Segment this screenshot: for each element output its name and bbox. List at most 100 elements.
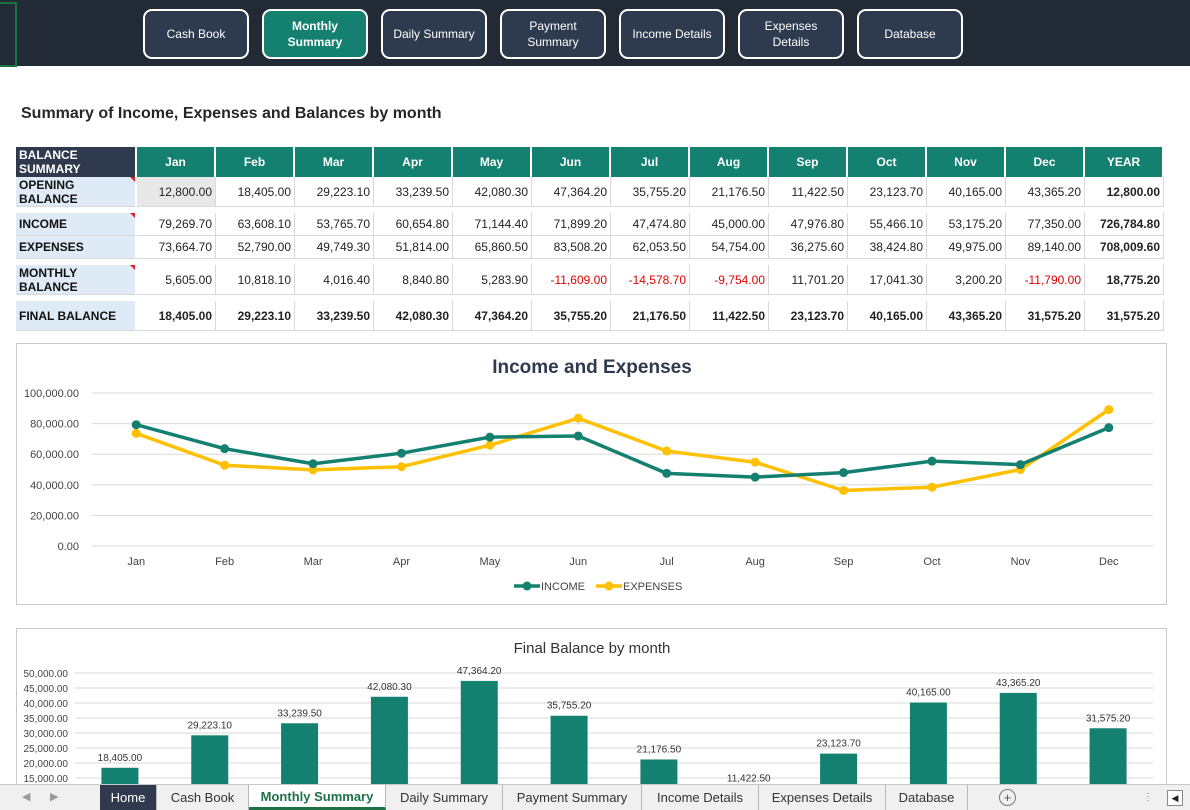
nav-expenses-details-button[interactable]: Expenses Details [738,9,844,59]
table-cell[interactable]: 31,575.20 [1006,301,1085,331]
table-cell[interactable]: 23,123.70 [769,301,848,331]
expenses-data-point [573,413,583,423]
x-tick-label: Mar [304,556,323,568]
table-cell[interactable]: 35,755.20 [532,301,611,331]
table-cell[interactable]: 29,223.10 [216,301,295,331]
table-cell[interactable]: 49,975.00 [927,236,1006,259]
table-cell[interactable]: 52,790.00 [216,236,295,259]
table-cell[interactable]: 83,508.20 [532,236,611,259]
table-cell[interactable]: 89,140.00 [1006,236,1085,259]
table-cell[interactable]: 65,860.50 [453,236,532,259]
row-expenses: EXPENSES 73,664.70 52,790.00 49,749.30 51,81… [16,236,1164,259]
nav-database-button[interactable]: Database [857,9,963,59]
table-cell[interactable]: 77,350.00 [1006,213,1085,236]
table-cell[interactable]: 71,144.40 [453,213,532,236]
row-label[interactable]: OPENING BALANCE [16,177,137,207]
table-cell[interactable]: 49,749.30 [295,236,374,259]
table-cell[interactable]: 60,654.80 [374,213,453,236]
year-total-cell[interactable]: 708,009.60 [1085,236,1164,259]
sheet-tab-payment-summary[interactable]: Payment Summary [503,785,642,810]
year-total-cell[interactable]: 18,775.20 [1085,265,1164,295]
table-cell[interactable]: 47,474.80 [611,213,690,236]
row-label[interactable]: EXPENSES [16,236,137,259]
row-label[interactable]: INCOME [16,213,137,236]
table-cell[interactable]: 29,223.10 [295,177,374,207]
table-cell[interactable]: -11,609.00 [532,265,611,295]
prev-sheet-icon[interactable]: ◀ [22,791,31,803]
table-cell[interactable]: 33,239.50 [295,301,374,331]
table-cell[interactable]: -9,754.00 [690,265,769,295]
table-cell[interactable]: 42,080.30 [374,301,453,331]
table-cell[interactable]: 79,269.70 [137,213,216,236]
table-cell[interactable]: 35,755.20 [611,177,690,207]
bar-data-label: 40,165.00 [906,688,951,699]
month-header: Jan [137,147,216,177]
table-cell[interactable]: 51,814.00 [374,236,453,259]
table-cell[interactable]: 33,239.50 [374,177,453,207]
table-cell[interactable]: 10,818.10 [216,265,295,295]
sheet-tab-income-details[interactable]: Income Details [642,785,759,810]
table-cell[interactable]: 55,466.10 [848,213,927,236]
add-sheet-icon[interactable]: + [999,789,1016,806]
table-cell[interactable]: 8,840.80 [374,265,453,295]
table-cell[interactable]: 63,608.10 [216,213,295,236]
sheet-tab-home[interactable]: Home [100,785,157,810]
table-cell[interactable]: -14,578.70 [611,265,690,295]
table-cell[interactable]: 43,365.20 [1006,177,1085,207]
final-balance-bar [370,696,408,797]
final-balance-bar [550,715,588,797]
year-total-cell[interactable]: 12,800.00 [1085,177,1164,207]
table-cell[interactable]: 18,405.00 [137,301,216,331]
table-cell[interactable]: 40,165.00 [848,301,927,331]
table-cell[interactable]: 73,664.70 [137,236,216,259]
nav-income-details-button[interactable]: Income Details [619,9,725,59]
table-cell[interactable]: 53,175.20 [927,213,1006,236]
table-cell[interactable]: 5,283.90 [453,265,532,295]
sheet-tab-cash-book[interactable]: Cash Book [157,785,249,810]
table-cell[interactable]: 36,275.60 [769,236,848,259]
table-cell[interactable]: 47,976.80 [769,213,848,236]
nav-daily-summary-button[interactable]: Daily Summary [381,9,487,59]
scroll-left-icon[interactable]: ◀ [1167,790,1183,806]
table-cell[interactable]: 42,080.30 [453,177,532,207]
table-cell[interactable]: -11,790.00 [1006,265,1085,295]
year-total-cell[interactable]: 726,784.80 [1085,213,1164,236]
table-cell[interactable]: 4,016.40 [295,265,374,295]
year-total-cell[interactable]: 31,575.20 [1085,301,1164,331]
table-cell[interactable]: 17,041.30 [848,265,927,295]
table-cell[interactable]: 23,123.70 [848,177,927,207]
sheet-tab-expenses-details[interactable]: Expenses Details [759,785,886,810]
table-cell[interactable]: 40,165.00 [927,177,1006,207]
next-sheet-icon[interactable]: ▶ [50,791,59,803]
month-header: Jul [611,147,690,177]
table-cell[interactable]: 47,364.20 [453,301,532,331]
y-tick-label: 30,000.00 [24,729,69,740]
table-cell[interactable]: 47,364.20 [532,177,611,207]
nav-monthly-summary-button[interactable]: Monthly Summary [262,9,368,59]
table-cell[interactable]: 38,424.80 [848,236,927,259]
table-cell[interactable]: 12,800.00 [137,177,216,207]
row-label[interactable]: MONTHLY BALANCE [16,265,137,295]
table-cell[interactable]: 43,365.20 [927,301,1006,331]
table-cell[interactable]: 5,605.00 [137,265,216,295]
table-cell[interactable]: 45,000.00 [690,213,769,236]
table-cell[interactable]: 11,422.50 [769,177,848,207]
table-cell[interactable]: 11,422.50 [690,301,769,331]
table-cell[interactable]: 18,405.00 [216,177,295,207]
sheet-tab-monthly-summary[interactable]: Monthly Summary [249,785,386,810]
table-cell[interactable]: 3,200.20 [927,265,1006,295]
table-cell[interactable]: 71,899.20 [532,213,611,236]
table-cell[interactable]: 53,765.70 [295,213,374,236]
row-label[interactable]: FINAL BALANCE [16,301,137,331]
table-cell[interactable]: 11,701.20 [769,265,848,295]
nav-cash-book-button[interactable]: Cash Book [143,9,249,59]
table-cell[interactable]: 54,754.00 [690,236,769,259]
table-cell[interactable]: 21,176.50 [611,301,690,331]
sheet-tab-database[interactable]: Database [886,785,968,810]
tab-menu-icon[interactable]: ⋮ [1143,792,1153,803]
table-cell[interactable]: 62,053.50 [611,236,690,259]
table-header-row: BALANCE SUMMARY Jan Feb Mar Apr May Jun … [16,147,1164,177]
sheet-tab-daily-summary[interactable]: Daily Summary [386,785,503,810]
nav-payment-summary-button[interactable]: Payment Summary [500,9,606,59]
table-cell[interactable]: 21,176.50 [690,177,769,207]
